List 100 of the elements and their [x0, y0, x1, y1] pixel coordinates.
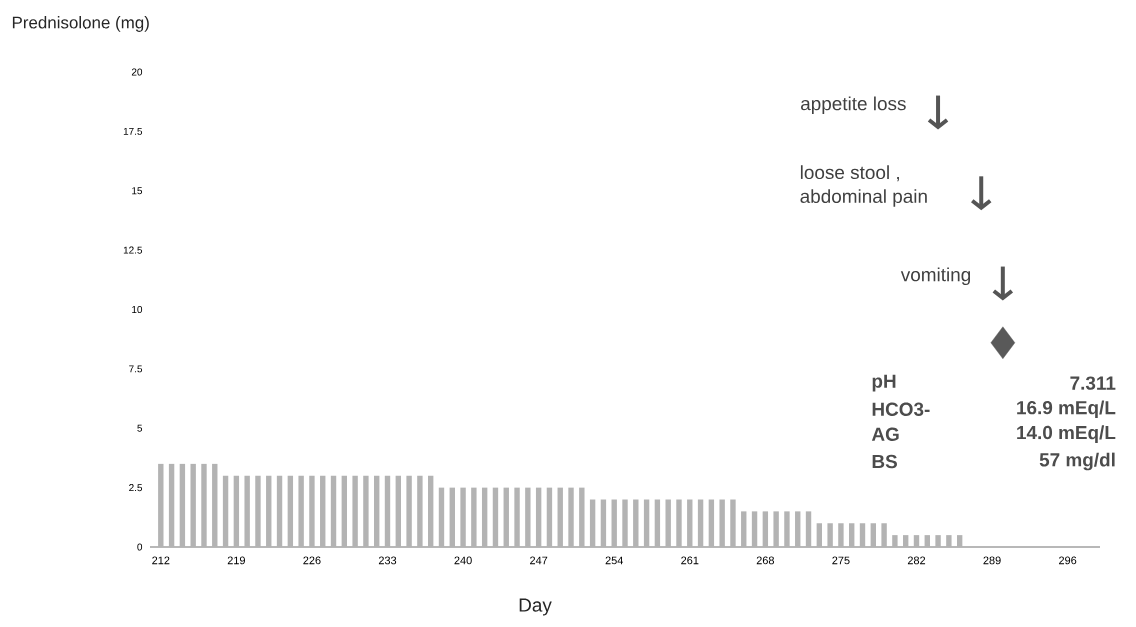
annotation: vomiting: [900, 267, 971, 286]
bar: [784, 511, 790, 547]
y-tick-label: 20: [131, 68, 143, 76]
y-tick-label: 0: [137, 543, 143, 551]
bar: [805, 511, 812, 547]
annotation: pH: [872, 374, 896, 392]
x-tick-label: 219: [227, 556, 245, 565]
annotation: 16.9 mEq/L: [1017, 400, 1116, 419]
bar: [471, 487, 477, 547]
bar: [643, 499, 650, 547]
bar: [902, 535, 909, 547]
bar: [870, 523, 876, 547]
bar: [395, 475, 401, 547]
bar: [190, 463, 196, 547]
bar: [859, 523, 866, 547]
bar: [557, 487, 563, 547]
bar: [298, 475, 304, 547]
bar: [535, 487, 542, 547]
bar: [287, 475, 294, 547]
bar: [309, 475, 315, 547]
bar: [611, 499, 617, 547]
y-axis-title: Prednisolone (mg): [12, 16, 149, 32]
bar: [838, 523, 844, 547]
annotation: BS: [872, 454, 897, 469]
bar: [363, 475, 369, 547]
y-tick-label: 10: [132, 305, 143, 314]
bar: [158, 463, 164, 547]
bar: [179, 463, 186, 547]
bar: [374, 475, 380, 547]
x-tick-label: 226: [303, 556, 321, 565]
bar: [600, 499, 607, 547]
annotation: appetite loss: [801, 96, 906, 115]
bar: [201, 463, 207, 547]
x-tick-label: 261: [681, 556, 699, 565]
annotation: 14.0 mEq/L: [1017, 425, 1116, 443]
y-tick-label: 7.5: [129, 365, 143, 373]
x-tick-label: 296: [1059, 556, 1077, 565]
bar: [212, 463, 218, 547]
bar: [956, 535, 963, 547]
bar: [330, 475, 337, 547]
annotation: HCO3-: [872, 402, 930, 416]
annotation: AG: [871, 427, 899, 441]
bar: [946, 535, 952, 547]
bar: [492, 487, 499, 547]
bar: [546, 487, 553, 547]
bar: [881, 523, 887, 547]
bar: [525, 487, 531, 547]
bar: [233, 475, 240, 547]
bar: [320, 475, 326, 547]
bar: [244, 475, 250, 547]
annotation: 57 mg/dl: [1039, 452, 1115, 471]
bar: [697, 499, 704, 547]
bar: [762, 511, 769, 547]
bar: [568, 487, 574, 547]
bar: [438, 487, 445, 547]
bar: [503, 487, 509, 547]
bar: [730, 499, 736, 547]
bar: [654, 499, 661, 547]
bar: [773, 511, 779, 547]
bar: [406, 475, 412, 547]
x-tick-label: 247: [530, 556, 548, 565]
bar: [352, 475, 358, 547]
x-tick-label: 233: [378, 556, 397, 565]
bar: [827, 523, 833, 547]
bar: [816, 523, 823, 547]
y-tick-label: 12.5: [123, 246, 143, 254]
y-tick-label: 5: [137, 424, 143, 432]
y-tick-label: 15: [132, 187, 143, 195]
bar: [924, 535, 930, 547]
bar: [719, 499, 725, 547]
x-tick-label: 254: [605, 556, 624, 565]
bar: [665, 499, 671, 547]
y-tick-label: 2.5: [129, 484, 143, 492]
annotation: loose stool , abdominal pain: [800, 165, 927, 207]
bar: [795, 511, 801, 547]
bar: [741, 511, 747, 547]
bar: [449, 487, 455, 547]
bar: [255, 475, 261, 547]
bar: [427, 475, 434, 547]
x-tick-label: 289: [983, 556, 1001, 565]
x-axis-title: Day: [519, 598, 552, 616]
bar: [481, 487, 488, 547]
bar: [417, 475, 423, 547]
x-tick-label: 275: [832, 556, 850, 565]
bar: [708, 499, 715, 547]
bar: [266, 475, 272, 547]
x-tick-label: 282: [907, 556, 926, 565]
bar: [687, 499, 693, 547]
bar: [341, 475, 348, 547]
annotation: 7.311: [1070, 376, 1116, 390]
bar: [168, 463, 175, 547]
bar: [633, 499, 639, 547]
bar: [849, 523, 855, 547]
x-tick-label: 240: [454, 556, 472, 565]
x-tick-label: 212: [152, 556, 170, 565]
bar: [276, 475, 283, 547]
bar: [751, 511, 758, 547]
y-tick-label: 17.5: [123, 127, 143, 135]
bar: [935, 535, 941, 547]
x-tick-label: 268: [756, 556, 774, 565]
